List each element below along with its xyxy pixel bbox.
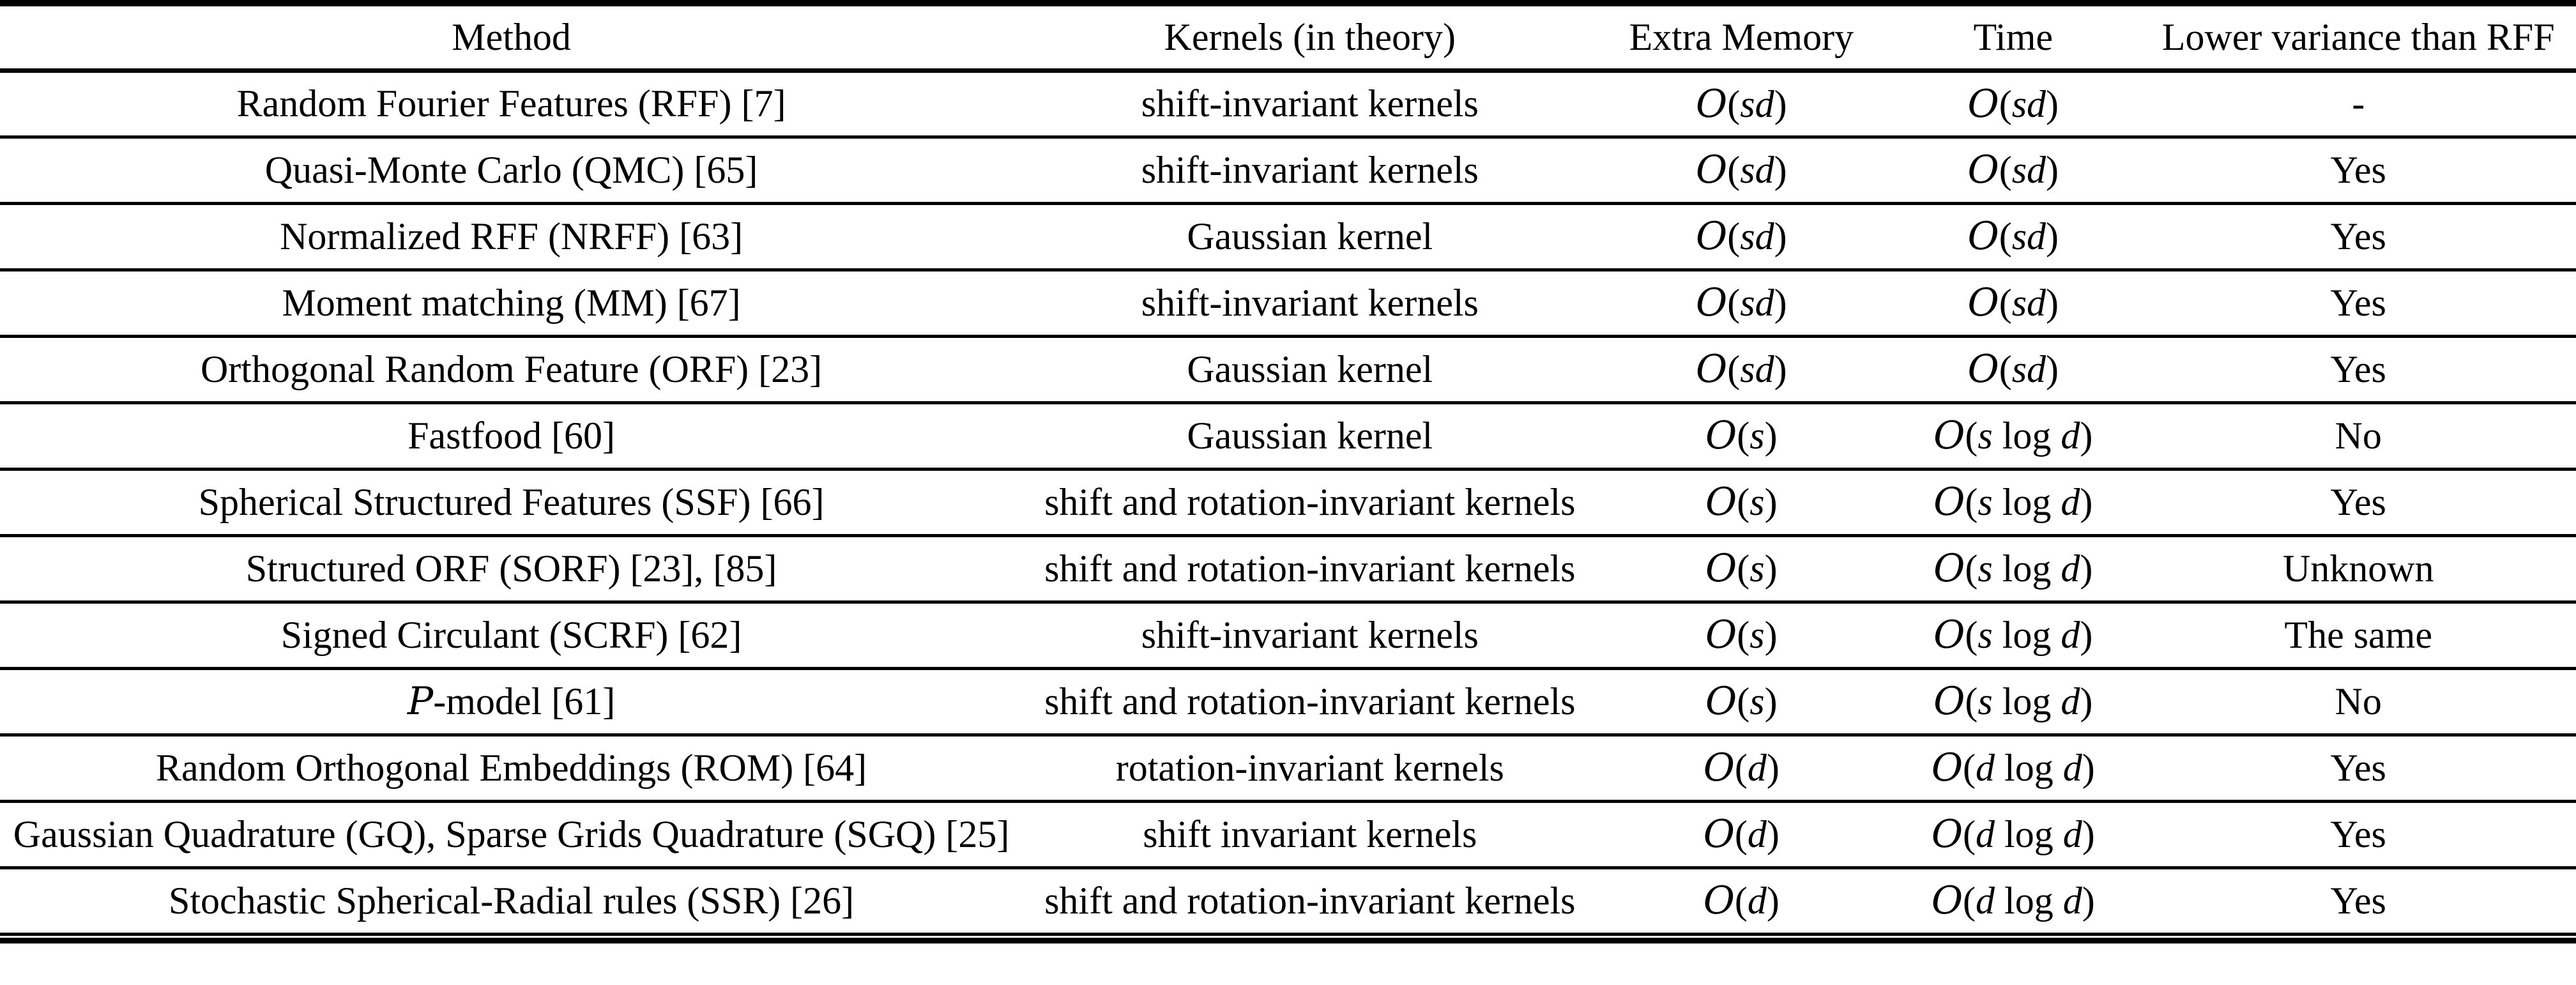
cell-extra-memory: O(sd) [1696, 347, 1787, 392]
cell-extra-memory: O(sd) [1696, 148, 1787, 192]
methods-comparison-table: Method Kernels (in theory) Extra Memory … [0, 6, 2576, 936]
table-row: Spherical Structured Features (SSF) [66]… [0, 469, 2576, 535]
cell-lower-variance: Yes [2330, 879, 2386, 922]
column-header-extra-memory: Extra Memory [1629, 15, 1854, 58]
cell-time: O(s log d) [1933, 679, 2093, 724]
cell-time: O(d log d) [1931, 745, 2095, 790]
cell-time: O(sd) [1967, 280, 2059, 325]
table-row: Fastfood [60] Gaussian kernel O(s) O(s l… [0, 402, 2576, 469]
cell-lower-variance: Yes [2330, 746, 2386, 789]
cell-method: Gaussian Quadrature (GQ), Sparse Grids Q… [13, 813, 1010, 855]
cell-time: O(s log d) [1933, 613, 2093, 657]
cell-lower-variance: Unknown [2282, 547, 2434, 590]
cell-kernels: shift invariant kernels [1143, 813, 1477, 855]
table-frame: Method Kernels (in theory) Extra Memory … [0, 0, 2576, 943]
table-row: Orthogonal Random Feature (ORF) [23] Gau… [0, 336, 2576, 402]
cell-kernels: shift-invariant kernels [1141, 281, 1479, 324]
cell-extra-memory: O(d) [1703, 745, 1780, 790]
table-row: Normalized RFF (NRFF) [63] Gaussian kern… [0, 203, 2576, 270]
cell-method: Quasi-Monte Carlo (QMC) [65] [264, 148, 758, 191]
cell-method: Signed Circulant (SCRF) [62] [280, 613, 742, 656]
table-bottom-rule [0, 937, 2576, 943]
table-row: Moment matching (MM) [67] shift-invarian… [0, 270, 2576, 336]
cell-kernels: Gaussian kernel [1187, 347, 1433, 390]
cell-method: Stochastic Spherical-Radial rules (SSR) … [168, 879, 855, 922]
cell-kernels: shift and rotation-invariant kernels [1044, 547, 1576, 590]
table-row: Gaussian Quadrature (GQ), Sparse Grids Q… [0, 801, 2576, 867]
cell-kernels: shift and rotation-invariant kernels [1044, 680, 1576, 722]
column-header-time: Time [1973, 15, 2054, 58]
cell-time: O(s log d) [1933, 480, 2093, 524]
cell-kernels: Gaussian kernel [1187, 215, 1433, 257]
cell-kernels: shift-invariant kernels [1141, 613, 1479, 656]
header-row: Method Kernels (in theory) Extra Memory … [0, 6, 2576, 70]
cell-lower-variance: Yes [2330, 813, 2386, 855]
cell-method: Structured ORF (SORF) [23], [85] [245, 547, 777, 590]
table-body: Random Fourier Features (RFF) [7] shift-… [0, 70, 2576, 934]
table-row: Quasi-Monte Carlo (QMC) [65] shift-invar… [0, 137, 2576, 203]
cell-lower-variance: Yes [2330, 281, 2386, 324]
cell-lower-variance: - [2352, 82, 2365, 125]
cell-extra-memory: O(s) [1705, 413, 1778, 458]
table-row: Signed Circulant (SCRF) [62] shift-invar… [0, 602, 2576, 668]
cell-method: P-model [61] [407, 679, 616, 724]
cell-kernels: shift-invariant kernels [1141, 82, 1479, 125]
cell-extra-memory: O(s) [1705, 546, 1778, 591]
cell-time: O(sd) [1967, 214, 2059, 259]
cell-lower-variance: Yes [2330, 347, 2386, 390]
cell-extra-memory: O(s) [1705, 679, 1778, 724]
cell-time: O(sd) [1967, 148, 2059, 192]
cell-lower-variance: No [2335, 680, 2382, 722]
cell-extra-memory: O(sd) [1696, 280, 1787, 325]
cell-method: Spherical Structured Features (SSF) [66] [198, 480, 825, 523]
cell-extra-memory: O(sd) [1696, 81, 1787, 126]
cell-lower-variance: Yes [2330, 148, 2386, 191]
table-row: Structured ORF (SORF) [23], [85] shift a… [0, 535, 2576, 602]
cell-kernels: rotation-invariant kernels [1115, 746, 1504, 789]
cell-method: Fastfood [60] [408, 414, 616, 457]
cell-lower-variance: No [2335, 414, 2382, 457]
cell-extra-memory: O(sd) [1696, 214, 1787, 259]
table-row: Stochastic Spherical-Radial rules (SSR) … [0, 867, 2576, 934]
table-row: Random Orthogonal Embeddings (ROM) [64] … [0, 735, 2576, 801]
table-row: P-model [61] shift and rotation-invarian… [0, 668, 2576, 735]
cell-extra-memory: O(d) [1703, 878, 1780, 923]
cell-time: O(s log d) [1933, 413, 2093, 458]
cell-extra-memory: O(s) [1705, 480, 1778, 524]
cell-method: Orthogonal Random Feature (ORF) [23] [200, 347, 823, 390]
cell-method: Normalized RFF (NRFF) [63] [280, 215, 743, 257]
cell-lower-variance: The same [2284, 613, 2432, 656]
cell-kernels: shift and rotation-invariant kernels [1044, 480, 1576, 523]
cell-kernels: Gaussian kernel [1187, 414, 1433, 457]
cell-extra-memory: O(d) [1703, 812, 1780, 857]
cell-kernels: shift-invariant kernels [1141, 148, 1479, 191]
column-header-lower-variance: Lower variance than RFF [2161, 15, 2555, 58]
cell-time: O(s log d) [1933, 546, 2093, 591]
table-row: Random Fourier Features (RFF) [7] shift-… [0, 70, 2576, 137]
cell-extra-memory: O(s) [1705, 613, 1778, 657]
column-header-kernels: Kernels (in theory) [1164, 15, 1456, 58]
cell-time: O(d log d) [1931, 812, 2095, 857]
cell-time: O(sd) [1967, 81, 2059, 126]
cell-lower-variance: Yes [2330, 480, 2386, 523]
cell-method: Random Fourier Features (RFF) [7] [236, 82, 786, 125]
cell-time: O(d log d) [1931, 878, 2095, 923]
table-header: Method Kernels (in theory) Extra Memory … [0, 6, 2576, 70]
column-header-method: Method [452, 15, 571, 58]
cell-method: Moment matching (MM) [67] [282, 281, 741, 324]
cell-method: Random Orthogonal Embeddings (ROM) [64] [155, 746, 867, 789]
cell-kernels: shift and rotation-invariant kernels [1044, 879, 1576, 922]
cell-time: O(sd) [1967, 347, 2059, 392]
cell-lower-variance: Yes [2330, 215, 2386, 257]
